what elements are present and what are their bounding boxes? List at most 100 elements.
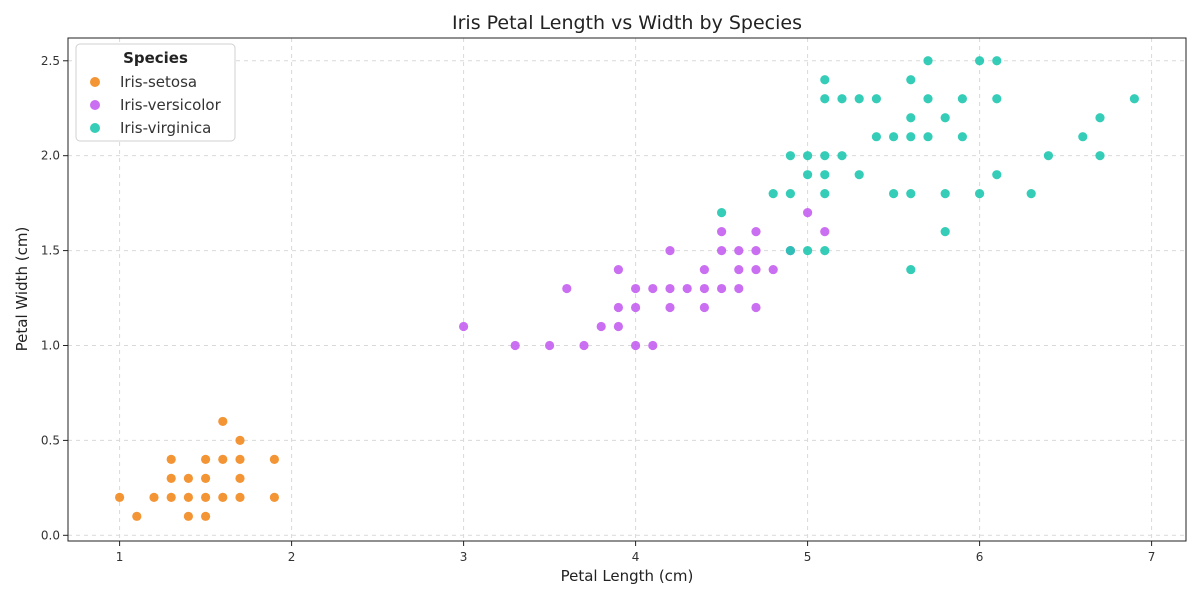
data-point-iris-setosa (235, 473, 245, 483)
y-axis-label: Petal Width (cm) (13, 227, 31, 352)
data-point-iris-virginica (957, 132, 968, 142)
data-point-iris-versicolor (648, 283, 658, 294)
data-point-iris-virginica (923, 56, 933, 66)
data-point-iris-setosa (201, 511, 211, 521)
data-point-iris-virginica (820, 75, 830, 85)
data-point-iris-versicolor (665, 245, 675, 256)
data-point-iris-versicolor (699, 302, 710, 313)
data-point-iris-versicolor (820, 227, 830, 237)
data-point-iris-versicolor (631, 302, 641, 313)
data-point-iris-versicolor (699, 283, 710, 294)
data-point-iris-versicolor (717, 245, 727, 256)
legend-marker-iris-virginica (90, 123, 100, 133)
legend-label-iris-setosa: Iris-setosa (120, 73, 197, 91)
data-point-iris-virginica (1078, 132, 1088, 142)
data-point-iris-setosa (218, 416, 228, 427)
data-point-iris-setosa (183, 511, 193, 521)
legend-title: Species (123, 49, 188, 67)
data-point-iris-virginica (940, 227, 950, 237)
legend-marker-iris-setosa (90, 77, 100, 87)
data-point-iris-versicolor (682, 283, 692, 294)
data-point-iris-setosa (115, 492, 125, 502)
data-point-iris-versicolor (717, 283, 727, 294)
data-point-iris-virginica (975, 56, 985, 66)
chart-title: Iris Petal Length vs Width by Species (452, 12, 802, 34)
data-point-iris-versicolor (665, 283, 675, 294)
data-point-iris-virginica (957, 94, 968, 104)
y-tick-label: 0.0 (41, 528, 60, 542)
y-tick-label: 1.0 (41, 338, 60, 352)
grid (68, 38, 1186, 541)
data-point-iris-versicolor (665, 302, 675, 313)
data-point-iris-virginica (837, 94, 847, 104)
data-point-iris-versicolor (545, 340, 555, 351)
data-point-iris-virginica (906, 264, 916, 275)
data-point-iris-versicolor (648, 340, 658, 351)
data-point-iris-virginica (940, 113, 950, 123)
data-point-iris-setosa (235, 435, 245, 445)
data-point-iris-versicolor (631, 340, 641, 351)
data-point-iris-virginica (717, 208, 727, 218)
data-point-iris-versicolor (613, 302, 624, 313)
data-point-iris-versicolor (562, 283, 572, 294)
y-tick-label: 2.0 (41, 149, 60, 163)
data-point-iris-versicolor (579, 340, 589, 351)
data-point-iris-virginica (820, 170, 830, 180)
data-point-iris-virginica (923, 132, 933, 142)
y-tick-label: 2.5 (41, 54, 60, 68)
data-point-iris-virginica (889, 132, 899, 142)
y-tick-label: 0.5 (41, 433, 60, 447)
data-point-iris-virginica (871, 94, 882, 104)
legend-box (75, 43, 236, 142)
x-tick-label: 1 (116, 550, 124, 564)
data-point-iris-virginica (820, 189, 830, 199)
plot-frame (67, 37, 1187, 542)
data-point-iris-virginica (1043, 151, 1053, 161)
data-point-iris-setosa (201, 492, 211, 502)
data-points (115, 56, 1139, 521)
data-point-iris-versicolor (699, 264, 710, 275)
data-point-iris-setosa (235, 492, 245, 502)
data-point-iris-virginica (975, 189, 985, 199)
data-point-iris-virginica (785, 151, 796, 161)
x-tick-label: 5 (804, 550, 812, 564)
data-point-iris-virginica (768, 189, 778, 199)
data-point-iris-virginica (854, 94, 864, 104)
legend-label-iris-versicolor: Iris-versicolor (120, 96, 222, 114)
data-point-iris-versicolor (768, 264, 778, 275)
data-point-iris-setosa (183, 473, 193, 483)
x-tick-label: 4 (632, 550, 640, 564)
axes: 1 2 3 4 5 6 7 0.0 0.5 1.0 1.5 2.0 2.5 (41, 37, 1187, 564)
data-point-iris-versicolor (734, 283, 744, 294)
x-axis-label: Petal Length (cm) (561, 567, 694, 585)
data-point-iris-virginica (785, 189, 796, 199)
data-point-iris-virginica (820, 94, 830, 104)
data-point-iris-versicolor (631, 283, 641, 294)
data-point-iris-versicolor (717, 227, 727, 237)
data-point-iris-virginica (992, 56, 1002, 66)
data-point-iris-setosa (218, 454, 228, 464)
data-point-iris-versicolor (751, 227, 761, 237)
data-point-iris-versicolor (751, 302, 761, 313)
data-point-iris-versicolor (803, 208, 813, 218)
y-tick-label: 1.5 (41, 244, 60, 258)
data-point-iris-setosa (269, 492, 279, 502)
data-point-iris-virginica (889, 189, 899, 199)
data-point-iris-setosa (166, 473, 176, 483)
x-tick-label: 7 (1148, 550, 1156, 564)
data-point-iris-setosa (132, 511, 142, 521)
data-point-iris-virginica (906, 132, 916, 142)
data-point-iris-virginica (1129, 94, 1139, 104)
data-point-iris-virginica (992, 94, 1002, 104)
data-point-iris-virginica (940, 189, 950, 199)
data-point-iris-virginica (871, 132, 882, 142)
data-point-iris-virginica (803, 151, 813, 161)
data-point-iris-virginica (1095, 113, 1105, 123)
data-point-iris-setosa (149, 492, 159, 502)
data-point-iris-virginica (820, 151, 830, 161)
legend: Species Iris-setosa Iris-versicolor Iris-vi… (75, 43, 236, 142)
x-tick-label: 3 (460, 550, 468, 564)
x-tick-label: 2 (288, 550, 296, 564)
